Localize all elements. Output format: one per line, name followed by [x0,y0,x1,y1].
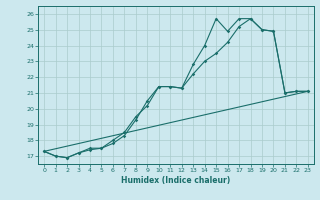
X-axis label: Humidex (Indice chaleur): Humidex (Indice chaleur) [121,176,231,185]
